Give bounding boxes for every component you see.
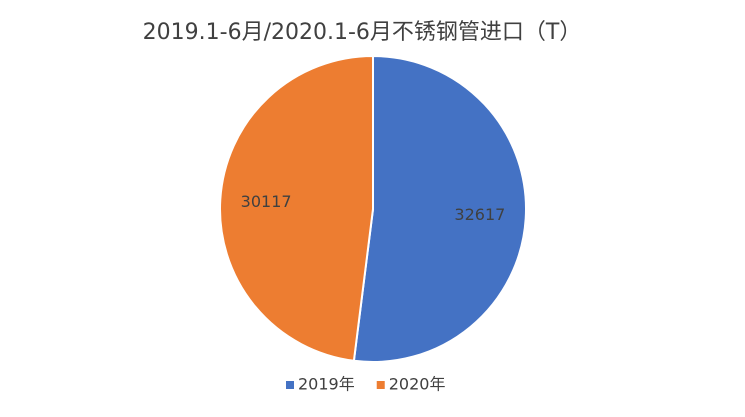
chart-title: 2019.1-6月/2020.1-6月不锈钢管进口（T）	[143, 20, 582, 45]
legend-label: 2019年	[298, 375, 355, 394]
legend-label: 2020年	[389, 375, 446, 394]
pie-slice	[219, 54, 374, 362]
data-label: 30117	[241, 192, 292, 211]
legend-swatch	[286, 381, 294, 389]
pie-slice	[352, 54, 527, 363]
legend-swatch	[376, 381, 385, 389]
data-label: 32617	[454, 205, 505, 224]
